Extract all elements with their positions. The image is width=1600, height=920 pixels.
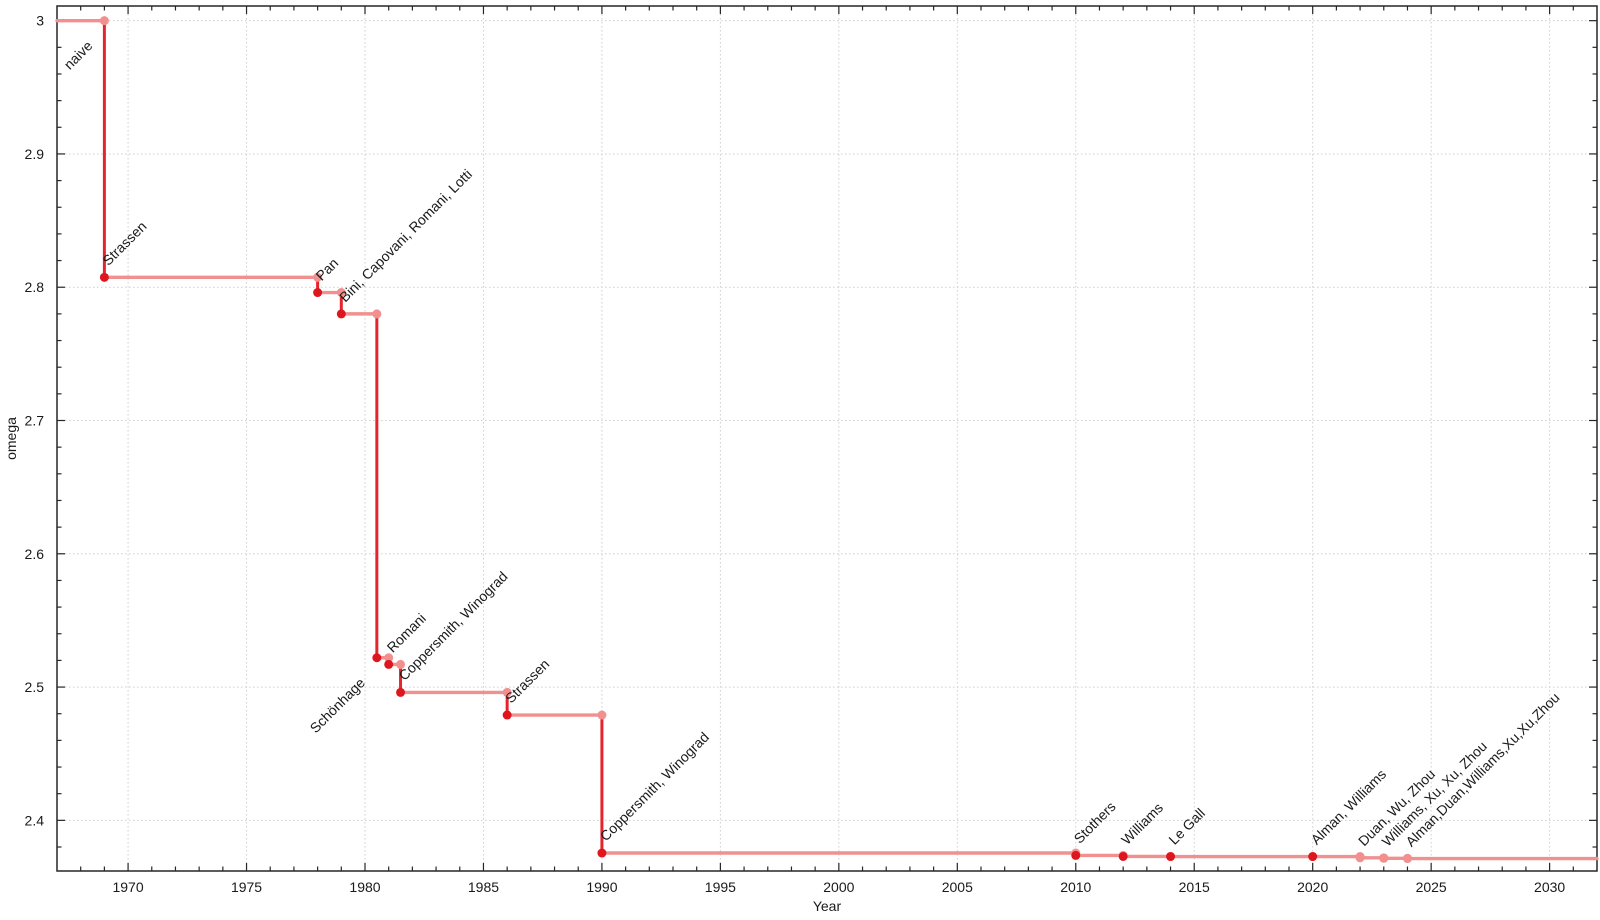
y-tick-label: 2.7: [25, 413, 45, 429]
data-point-corner: [396, 659, 406, 669]
x-tick-label: 2015: [1179, 879, 1210, 895]
y-tick-label: 2.6: [25, 546, 45, 562]
x-tick-label: 1975: [231, 879, 262, 895]
point-label: Strassen: [99, 218, 149, 268]
data-point-corner: [1379, 853, 1389, 863]
x-tick-label: 1970: [112, 879, 143, 895]
point-label: Williams: [1118, 799, 1166, 847]
x-tick-label: 1990: [586, 879, 617, 895]
y-tick-label: 2.4: [25, 812, 45, 828]
data-point: [336, 309, 346, 319]
data-point: [1308, 852, 1318, 862]
data-point-corner: [313, 272, 323, 282]
x-tick-label: 2000: [823, 879, 854, 895]
y-tick-label: 3: [36, 13, 44, 29]
y-tick-label: 2.5: [25, 679, 45, 695]
data-point-corner: [99, 16, 109, 26]
data-point-corner: [502, 687, 512, 697]
data-point-corner: [597, 710, 607, 720]
data-point: [1166, 852, 1176, 862]
data-point: [597, 848, 607, 858]
data-point: [1118, 851, 1128, 861]
point-label: Williams, Xu, Xu, Zhou: [1379, 738, 1490, 849]
data-point: [313, 288, 323, 298]
data-point: [372, 653, 382, 663]
data-point-corner: [336, 288, 346, 298]
point-label: Coppersmith, Winograd: [597, 729, 712, 844]
x-tick-label: 1985: [468, 879, 499, 895]
x-tick-label: 2020: [1297, 879, 1328, 895]
x-tick-label: 2025: [1416, 879, 1447, 895]
point-label: Strassen: [502, 656, 552, 706]
point-label: Le Gall: [1165, 805, 1208, 848]
x-tick-label: 1995: [705, 879, 736, 895]
data-point: [384, 659, 394, 669]
x-tick-label: 2005: [942, 879, 973, 895]
point-label: Stothers: [1071, 798, 1119, 846]
data-point: [396, 687, 406, 697]
point-label: Schönhage: [307, 674, 369, 736]
data-point: [1071, 850, 1081, 860]
data-point-corner: [372, 309, 382, 319]
point-label: Bini, Capovani, Romani, Lotti: [336, 166, 475, 305]
data-point-corner: [1402, 854, 1412, 864]
x-tick-label: 2010: [1060, 879, 1091, 895]
data-point: [99, 272, 109, 282]
x-axis-label: Year: [813, 898, 842, 914]
y-axis-label: omega: [3, 417, 19, 460]
point-label: naive: [61, 37, 96, 72]
x-tick-label: 2030: [1534, 879, 1565, 895]
data-point-corner: [1355, 853, 1365, 863]
plot-frame: [56, 5, 1598, 872]
data-point-corner: [384, 653, 394, 663]
y-tick-label: 2.9: [25, 146, 45, 162]
data-point: [502, 710, 512, 720]
x-tick-label: 1980: [349, 879, 380, 895]
y-tick-label: 2.8: [25, 279, 45, 295]
